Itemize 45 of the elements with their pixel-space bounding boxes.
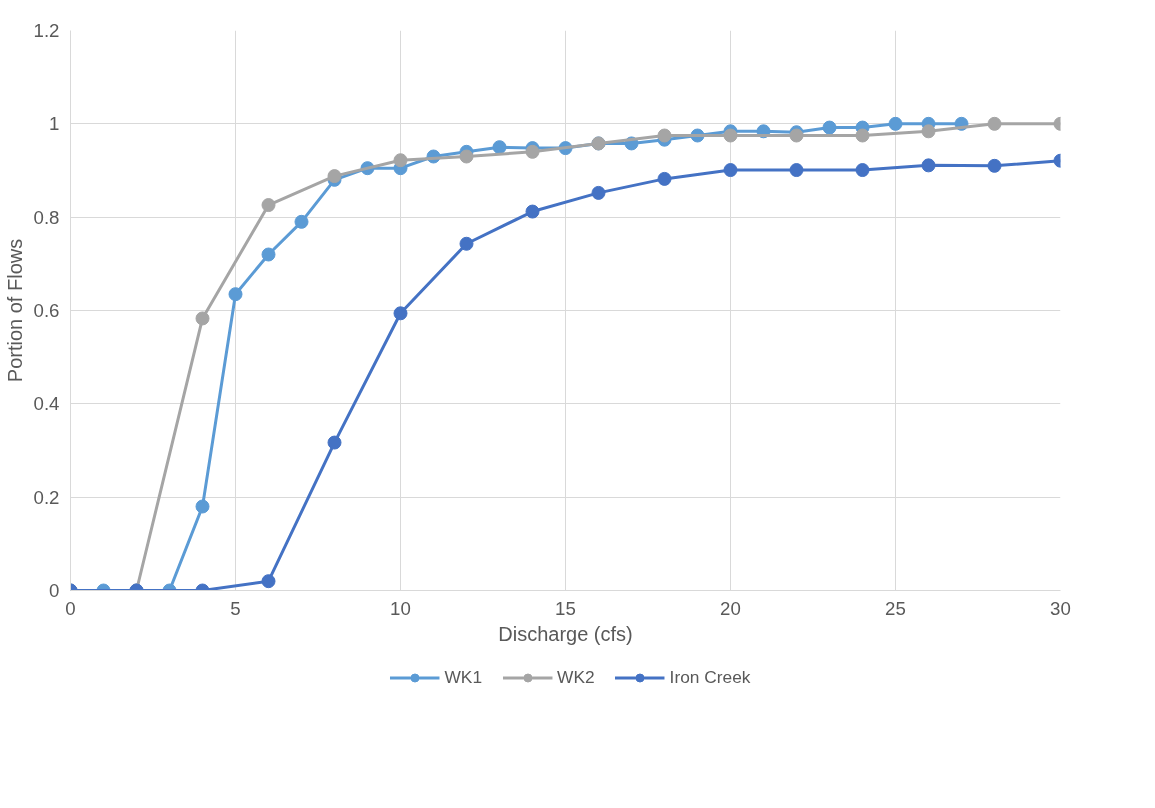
point xyxy=(723,128,738,143)
point xyxy=(327,435,342,450)
x-tick-label: 25 xyxy=(885,597,906,619)
x-tick-label: 10 xyxy=(390,597,411,619)
y-tick-label: 0.8 xyxy=(33,206,60,228)
legend-label: WK1 xyxy=(444,666,483,688)
point xyxy=(393,306,408,321)
point xyxy=(525,204,540,219)
y-tick-label: 1 xyxy=(49,113,60,135)
point xyxy=(822,120,837,135)
y-tick-label: 0.6 xyxy=(33,300,60,321)
point xyxy=(921,158,936,173)
x-axis-title: Discharge (cfs) xyxy=(498,622,633,645)
x-tick-label: 0 xyxy=(65,597,76,619)
point xyxy=(789,163,804,178)
point xyxy=(855,163,870,178)
x-tick-label: 20 xyxy=(720,597,741,619)
point xyxy=(723,163,738,178)
point xyxy=(987,116,1002,131)
point xyxy=(987,158,1002,173)
y-tick-label: 1.2 xyxy=(33,20,60,41)
point xyxy=(393,153,408,168)
y-tick-label: 0.4 xyxy=(33,393,60,415)
point xyxy=(261,198,276,213)
point xyxy=(459,236,474,251)
point xyxy=(228,287,243,302)
y-tick-label: 0.2 xyxy=(33,486,60,508)
point xyxy=(195,311,210,326)
legend-label: Iron Creek xyxy=(669,666,751,688)
x-tick-label: 15 xyxy=(555,597,576,619)
point xyxy=(459,149,474,164)
point xyxy=(492,140,507,155)
y-axis-title: Portion of Flows xyxy=(3,238,26,383)
point xyxy=(294,214,309,229)
y-tick-label: 0 xyxy=(49,580,60,601)
point xyxy=(591,185,606,200)
point xyxy=(921,124,936,139)
point xyxy=(657,171,672,186)
point xyxy=(855,128,870,143)
point xyxy=(888,116,903,131)
x-tick-label: 30 xyxy=(1050,597,1071,619)
x-tick-label: 5 xyxy=(230,597,241,619)
point xyxy=(657,128,672,143)
point xyxy=(261,247,276,262)
legend-label: WK2 xyxy=(557,666,595,688)
